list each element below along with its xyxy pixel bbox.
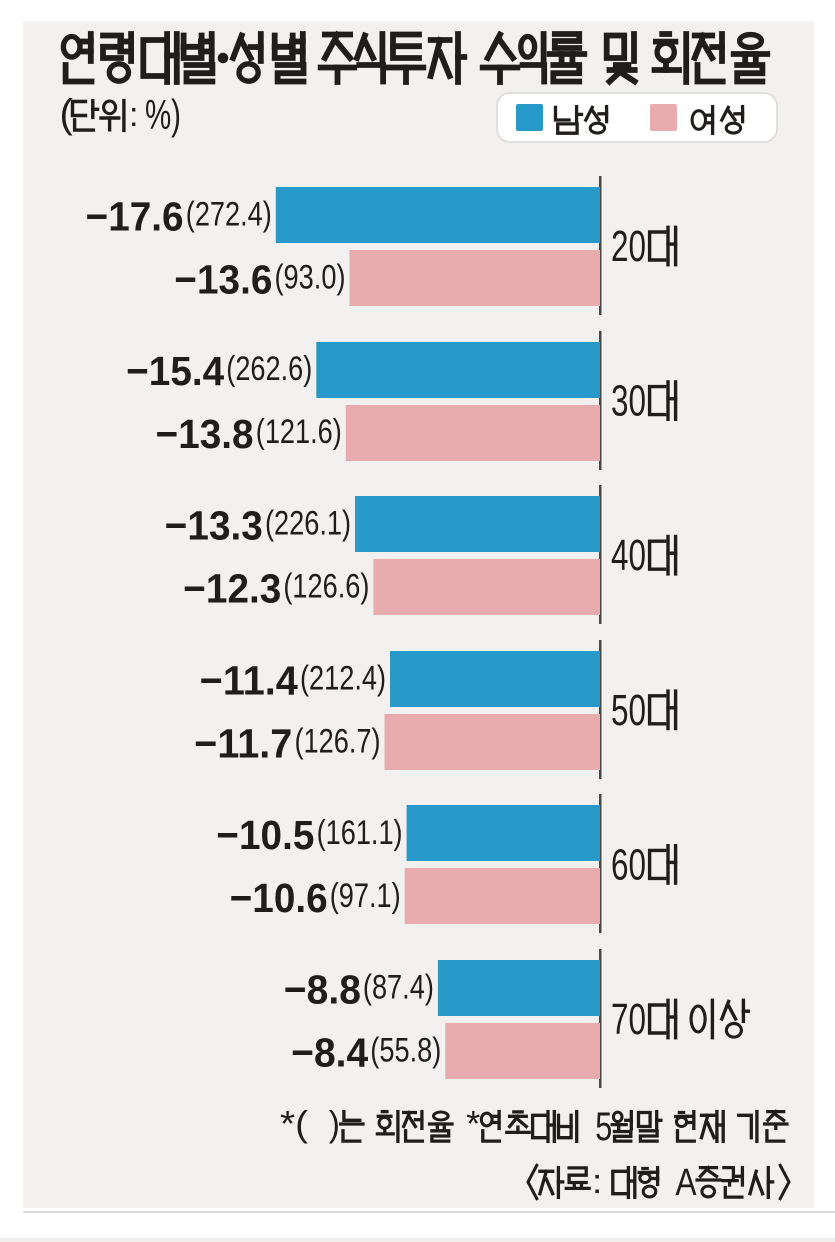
svg-text:%): %) [145,91,181,138]
svg-text:(161.1): (161.1) [317,814,403,852]
svg-text:−12.3: −12.3 [183,566,281,612]
svg-text:(272.4): (272.4) [186,196,272,234]
svg-text:20: 20 [611,222,646,271]
svg-text:−15.4: −15.4 [126,348,224,394]
svg-text:−8.8: −8.8 [284,967,361,1013]
svg-text:*(: *( [280,1103,308,1144]
svg-text:(126.7): (126.7) [295,722,381,760]
svg-text:−17.6: −17.6 [86,194,184,240]
svg-text:30: 30 [611,377,646,426]
svg-text:60: 60 [611,840,646,889]
svg-text:40: 40 [611,531,646,580]
svg-text:5: 5 [595,1105,612,1149]
svg-text:(55.8): (55.8) [370,1032,441,1070]
svg-text:(87.4): (87.4) [363,969,434,1007]
svg-text:−10.5: −10.5 [216,812,314,858]
svg-text::: : [129,96,138,134]
svg-text:(262.6): (262.6) [226,350,312,388]
svg-text:): ) [329,1103,340,1144]
svg-text::: : [592,1163,602,1201]
svg-text:−11.4: −11.4 [200,657,298,703]
svg-text:(126.6): (126.6) [283,568,369,606]
svg-text:−11.7: −11.7 [194,720,292,766]
svg-text:70: 70 [611,995,646,1044]
svg-text:(: ( [60,92,74,136]
svg-text:(212.4): (212.4) [300,659,386,697]
svg-text:50: 50 [611,686,646,735]
svg-text:−13.3: −13.3 [165,503,263,549]
svg-text:(93.0): (93.0) [275,259,346,297]
svg-text:−10.6: −10.6 [230,875,328,921]
svg-text:−13.6: −13.6 [174,257,272,303]
svg-text:A: A [676,1162,698,1204]
svg-text:(226.1): (226.1) [265,505,351,543]
svg-text:(121.6): (121.6) [256,413,342,451]
svg-text:*: * [466,1103,480,1144]
svg-text:−8.4: −8.4 [291,1030,368,1076]
svg-text:−13.8: −13.8 [156,411,254,457]
svg-text:(97.1): (97.1) [330,877,401,915]
